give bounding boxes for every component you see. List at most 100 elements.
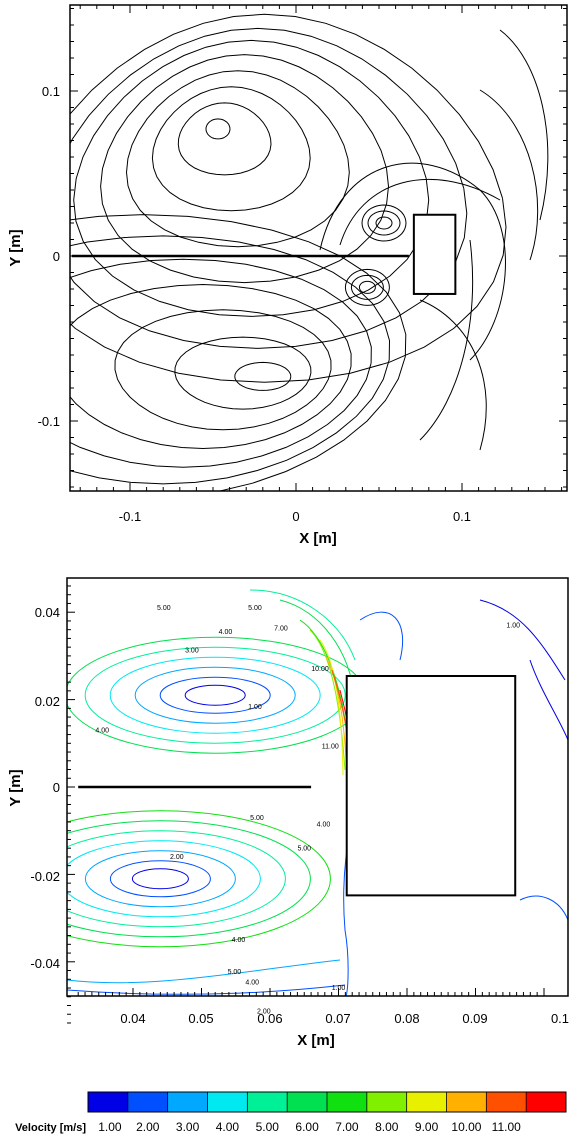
- contour-label: 7.00: [274, 626, 288, 633]
- streamline: [114, 309, 332, 431]
- colorbar-label: 5.00: [256, 1120, 280, 1134]
- streamline: [344, 268, 390, 306]
- colorbar-swatch: [127, 1092, 169, 1112]
- colorbar-label: 1.00: [98, 1120, 122, 1134]
- top-ytick-0: 0: [53, 249, 60, 264]
- contour-line: [131, 868, 189, 890]
- colorbar-label: 8.00: [375, 1120, 399, 1134]
- streamline: [479, 89, 539, 261]
- contour-line: [67, 984, 346, 995]
- bot-xtick-0.08: 0.08: [394, 1011, 419, 1026]
- bot-ytick-neg0.04: -0.04: [30, 956, 60, 971]
- contour-line: [84, 850, 236, 908]
- streamline: [73, 39, 430, 317]
- colorbar-swatch: [167, 1092, 208, 1112]
- colorbar-swatch: [88, 1092, 129, 1112]
- contour-line: [529, 659, 568, 741]
- colorbar-labels: 1.00 2.00 3.00 4.00 5.00 6.00 7.00 8.00 9.00 10.0…: [98, 1120, 521, 1134]
- streamline: [70, 283, 352, 450]
- bot-ytick-0.04: 0.04: [35, 605, 60, 620]
- colorbar-label: 2.00: [136, 1120, 160, 1134]
- streamline: [375, 216, 393, 230]
- contour-line: [159, 676, 271, 714]
- contour-label: 4.00: [317, 821, 331, 828]
- contour-label: 5.00: [250, 815, 264, 822]
- contour-line: [67, 840, 261, 918]
- streamline: [205, 118, 231, 140]
- contour-line: [319, 639, 344, 776]
- contour-label: 3.00: [185, 647, 199, 654]
- streamline: [70, 214, 407, 491]
- contour-line: [519, 895, 568, 921]
- colorbar-swatch: [406, 1092, 447, 1112]
- top-xtick-0: 0: [292, 509, 299, 524]
- top-minor-ticks: [70, 5, 567, 491]
- contour-line: [67, 959, 341, 984]
- contour-label: 2.00: [257, 1008, 271, 1015]
- streamline: [339, 178, 501, 246]
- contour-line: [67, 820, 311, 938]
- streamline: [499, 29, 549, 221]
- bot-xtick-0.07: 0.07: [325, 1011, 350, 1026]
- bot-xtick-0.09: 0.09: [462, 1011, 487, 1026]
- colorbar-label: 4.00: [216, 1120, 240, 1134]
- top-xtick-neg0.1: -0.1: [119, 509, 141, 524]
- colorbar-label: 10.00: [451, 1120, 481, 1134]
- colorbar-swatch: [526, 1092, 567, 1112]
- contour-line: [359, 611, 404, 661]
- streamline: [367, 210, 401, 236]
- contour-label: 5.00: [157, 605, 171, 612]
- colorbar: [87, 1091, 567, 1113]
- streamline: [174, 336, 312, 410]
- streamline: [70, 258, 372, 468]
- streamline: [70, 13, 507, 383]
- contour-label: 10.00: [311, 666, 329, 673]
- top-xlabel: X [m]: [299, 530, 337, 547]
- colorbar-swatch: [287, 1092, 328, 1112]
- streamline: [100, 54, 390, 284]
- contour-line: [309, 629, 346, 771]
- bot-xtick-0.1: 0.1: [551, 1011, 569, 1026]
- contour-line: [279, 599, 356, 701]
- colorbar-swatch: [486, 1092, 527, 1112]
- contour-line: [67, 810, 331, 948]
- contour-line: [109, 656, 321, 734]
- top-ytick-neg0.1: -0.1: [38, 414, 60, 429]
- streamline-plot-frame: [69, 4, 568, 492]
- bottom-solids: [78, 675, 517, 897]
- bot-ytick-0.02: 0.02: [35, 694, 60, 709]
- bot-xtick-0.06: 0.06: [257, 1011, 282, 1026]
- contour-label: 11.00: [322, 744, 339, 751]
- streamline-chart: 0.1 0 -0.1 -0.1 0 0.1 X [m] Y [m]: [7, 4, 568, 547]
- bot-xtick-0.05: 0.05: [188, 1011, 213, 1026]
- streamline: [319, 162, 506, 361]
- contour-line: [109, 860, 211, 898]
- contour-line: [67, 830, 286, 928]
- bot-xlabel: X [m]: [297, 1032, 335, 1049]
- streamline: [70, 27, 468, 349]
- contour-line: [324, 654, 348, 781]
- bot-xtick-0.04: 0.04: [120, 1011, 145, 1026]
- top-solids: [71, 213, 457, 295]
- colorbar-label: 7.00: [335, 1120, 359, 1134]
- bot-ytick-0: 0: [53, 780, 60, 795]
- streamlines-layer: [70, 13, 549, 491]
- streamline: [350, 274, 384, 300]
- contour-label: 4.00: [245, 980, 259, 987]
- streamline: [361, 204, 407, 242]
- top-ytick-0.1: 0.1: [42, 84, 60, 99]
- contour-line: [84, 646, 346, 744]
- top-xtick-0.1: 0.1: [453, 509, 471, 524]
- streamline: [177, 102, 272, 176]
- colorbar-label: 9.00: [415, 1120, 439, 1134]
- colorbar-label: 11.00: [492, 1120, 521, 1134]
- contour-label: 4.00: [95, 727, 109, 734]
- contour-label: 4.00: [232, 937, 246, 944]
- contour-line: [249, 589, 356, 661]
- colorbar-swatch: [247, 1092, 288, 1112]
- streamline: [151, 86, 311, 212]
- streamline: [125, 70, 350, 248]
- block: [412, 213, 457, 295]
- contour-line: [134, 666, 296, 724]
